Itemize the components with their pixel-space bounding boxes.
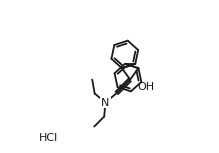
Text: N: N: [101, 98, 110, 108]
Text: HCl: HCl: [39, 133, 58, 143]
Text: OH: OH: [138, 82, 155, 92]
